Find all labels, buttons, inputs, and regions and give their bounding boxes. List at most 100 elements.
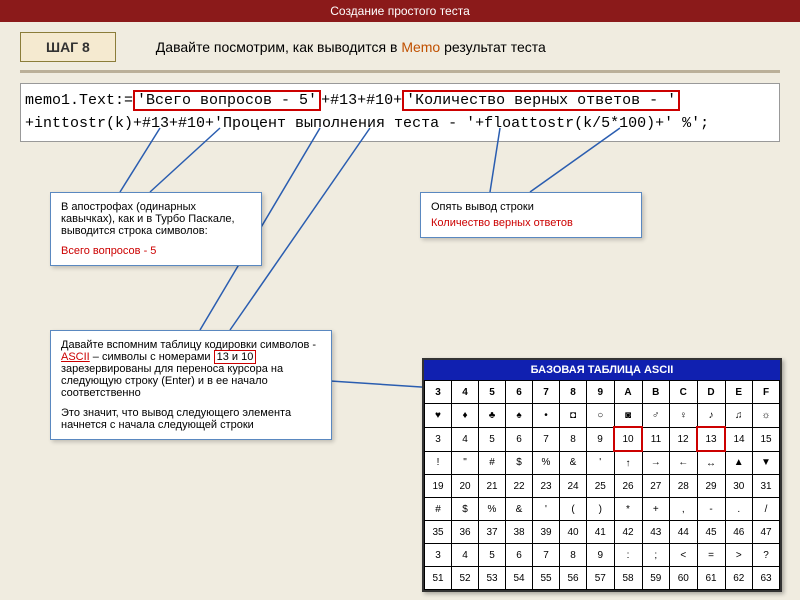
ascii-cell: ↔: [697, 451, 725, 475]
ascii-cell: ": [452, 451, 479, 475]
ascii-cell: 9: [587, 427, 615, 451]
ascii-cell: 15: [753, 427, 780, 451]
ascii-cell: 14: [725, 427, 753, 451]
ascii-cell: 40: [560, 521, 587, 544]
ascii-cell: (: [560, 498, 587, 521]
ascii-cell: ○: [587, 404, 615, 428]
ascii-header-cell: B: [642, 381, 670, 404]
ascii-cell: 39: [533, 521, 560, 544]
code-block: memo1.Text:='Всего вопросов - 5'+#13+#10…: [20, 83, 780, 142]
callout-apostrophes: В апострофах (одинарных кавычках), как и…: [50, 192, 262, 266]
step-label-box: ШАГ 8: [20, 32, 116, 62]
ascii-cell: 20: [452, 475, 479, 498]
ascii-cell: 55: [533, 567, 560, 590]
ascii-cell: +: [642, 498, 670, 521]
ascii-cell: &: [506, 498, 533, 521]
ascii-cell: ): [587, 498, 615, 521]
ascii-cell: 22: [506, 475, 533, 498]
ascii-cell: $: [452, 498, 479, 521]
ascii-cell: 38: [506, 521, 533, 544]
ascii-cell: 8: [560, 427, 587, 451]
ascii-cell: .: [725, 498, 753, 521]
ascii-cell: 54: [506, 567, 533, 590]
ascii-header-cell: 5: [479, 381, 506, 404]
ascii-cell: ←: [670, 451, 698, 475]
ascii-header-cell: 3: [425, 381, 452, 404]
code-redbox-2: 'Количество верных ответов - ': [402, 90, 680, 111]
ascii-header-cell: 8: [560, 381, 587, 404]
ascii-cell: ♠: [506, 404, 533, 428]
ascii-cell: 7: [533, 544, 560, 567]
ascii-cell: 24: [560, 475, 587, 498]
ascii-cell: ♫: [725, 404, 753, 428]
ascii-cell: !: [425, 451, 452, 475]
ascii-table: БАЗОВАЯ ТАБЛИЦА ASCII 3456789ABCDEF♥♦♣♠•…: [422, 358, 782, 592]
ascii-cell: ♣: [479, 404, 506, 428]
ascii-header-cell: 4: [452, 381, 479, 404]
ascii-word: ASCII: [61, 351, 90, 363]
ascii-cell: 21: [479, 475, 506, 498]
ascii-cell: 30: [725, 475, 753, 498]
ascii-cell: 9: [587, 544, 615, 567]
callout-output-line: Опять вывод строки Количество верных отв…: [420, 192, 642, 238]
ascii-cell: >: [725, 544, 753, 567]
ascii-cell: 59: [642, 567, 670, 590]
ascii-cell: 45: [697, 521, 725, 544]
code-line-1: memo1.Text:='Всего вопросов - 5'+#13+#10…: [25, 90, 775, 113]
ascii-cell: 61: [697, 567, 725, 590]
ascii-cell: 44: [670, 521, 698, 544]
ascii-cell: 26: [614, 475, 642, 498]
ascii-cell: 3: [425, 427, 452, 451]
page-header: Создание простого теста: [0, 0, 800, 22]
ascii-cell: #: [479, 451, 506, 475]
ascii-cell: 47: [753, 521, 780, 544]
ascii-cell: 10: [614, 427, 642, 451]
step-description: Давайте посмотрим, как выводится в Memo …: [156, 39, 546, 55]
ascii-cell: 62: [725, 567, 753, 590]
ascii-cell: 4: [452, 427, 479, 451]
step-label: ШАГ 8: [46, 39, 90, 55]
ascii-cell: 6: [506, 544, 533, 567]
ascii-cell: ◙: [614, 404, 642, 428]
ascii-cell: 11: [642, 427, 670, 451]
ascii-table-title: БАЗОВАЯ ТАБЛИЦА ASCII: [424, 360, 780, 380]
ascii-cell: 60: [670, 567, 698, 590]
ascii-cell: 36: [452, 521, 479, 544]
step-text-before: Давайте посмотрим, как выводится в: [156, 39, 402, 55]
ascii-cell: 37: [479, 521, 506, 544]
ascii-cell: 51: [425, 567, 452, 590]
ascii-cell: ♦: [452, 404, 479, 428]
ascii-cell: 53: [479, 567, 506, 590]
ascii-cell: ↑: [614, 451, 642, 475]
ascii-nums-box: 13 и 10: [214, 350, 257, 364]
ascii-cell: ;: [642, 544, 670, 567]
ascii-cell: ☼: [753, 404, 780, 428]
ascii-cell: 4: [452, 544, 479, 567]
callout-ascii: Давайте вспомним таблицу кодировки симво…: [50, 330, 332, 440]
ascii-cell: 29: [697, 475, 725, 498]
ascii-header-cell: 9: [587, 381, 615, 404]
callout-output-text: Опять вывод строки: [431, 201, 631, 213]
code-1b: +#13+#10+: [321, 92, 402, 109]
ascii-header-cell: 6: [506, 381, 533, 404]
step-text-after: результат теста: [440, 39, 546, 55]
ascii-cell: ♪: [697, 404, 725, 428]
code-line-2: +inttostr(k)+#13+#10+'Процент выполнения…: [25, 113, 775, 136]
ascii-cell: %: [479, 498, 506, 521]
step-row: ШАГ 8 Давайте посмотрим, как выводится в…: [20, 32, 780, 62]
ascii-cell: ?: [753, 544, 780, 567]
ascii-cell: 28: [670, 475, 698, 498]
ascii-cell: 8: [560, 544, 587, 567]
ascii-cell: ♂: [642, 404, 670, 428]
ascii-cell: ▲: [725, 451, 753, 475]
ascii-cell: 42: [614, 521, 642, 544]
ascii-cell: 63: [753, 567, 780, 590]
ascii-cell: $: [506, 451, 533, 475]
ascii-cell: ▼: [753, 451, 780, 475]
ascii-header-cell: 7: [533, 381, 560, 404]
callout-apostrophes-red: Всего вопросов - 5: [61, 245, 251, 257]
ascii-cell: ◘: [560, 404, 587, 428]
callout-ascii-p1: Давайте вспомним таблицу кодировки симво…: [61, 339, 321, 399]
ascii-cell: <: [670, 544, 698, 567]
ascii-cell: ♥: [425, 404, 452, 428]
